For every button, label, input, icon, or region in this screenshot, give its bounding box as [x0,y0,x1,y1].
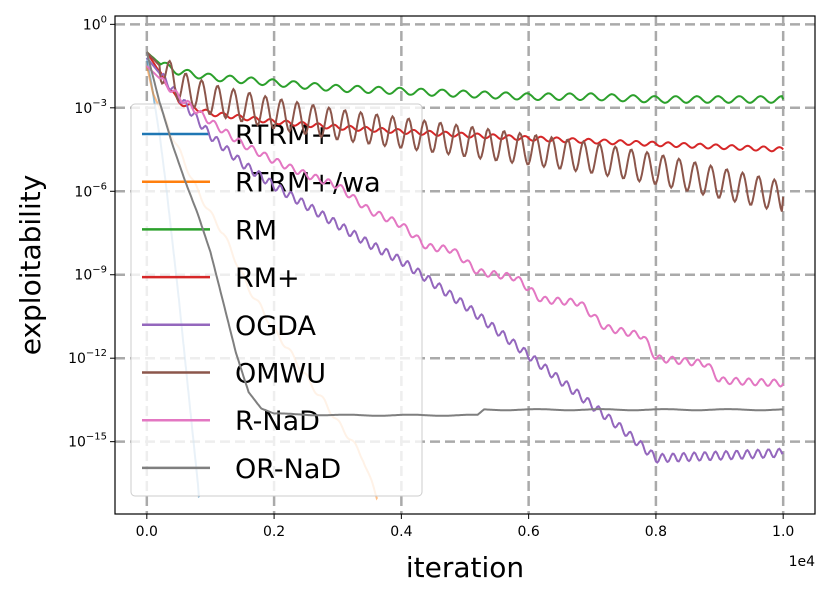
x-tick-label: 0.4 [390,524,412,540]
series-line-r-nad [146,65,785,388]
legend-label: RTRM+/wa [235,168,381,199]
series-line-or-nad [145,51,784,417]
y-tick-label: 10−15 [68,432,107,451]
y-tick-label: 10−6 [74,181,107,200]
y-tick-label: 10−12 [68,348,107,367]
x-tick-label: 1.0 [772,524,794,540]
legend-label: OR-NaD [235,454,341,485]
y-axis-ticks: 100 10−3 10−6 10−9 10−12 10−15 [68,14,115,451]
series-line-omwu [146,51,785,212]
y-axis-label: exploitability [14,175,47,356]
legend-label: OMWU [235,359,326,390]
x-axis-ticks: 0.0 0.2 0.4 0.6 0.8 1.0 [136,514,794,540]
legend-label: OGDA [235,311,316,342]
legend-label: RM [235,215,277,246]
y-tick-label: 10−3 [74,98,107,117]
y-tick-label: 100 [83,14,107,33]
x-tick-label: 0.8 [645,524,667,540]
x-tick-label: 0.0 [136,524,158,540]
series-lines-over-legend [145,51,785,464]
legend-label: RM+ [235,263,300,294]
series-line-ogda [146,57,784,464]
series-line-rm- [145,51,784,153]
x-tick-label: 0.2 [263,524,285,540]
legend-label: R-NaD [235,406,320,437]
x-tick-label: 0.6 [518,524,540,540]
series-line-rm [146,51,785,104]
x-axis-label: iteration [406,551,524,584]
legend-box [130,103,423,497]
x-axis-offset-label: 1e4 [789,554,816,570]
y-tick-label: 10−9 [74,265,107,284]
plot-frame [114,15,816,515]
